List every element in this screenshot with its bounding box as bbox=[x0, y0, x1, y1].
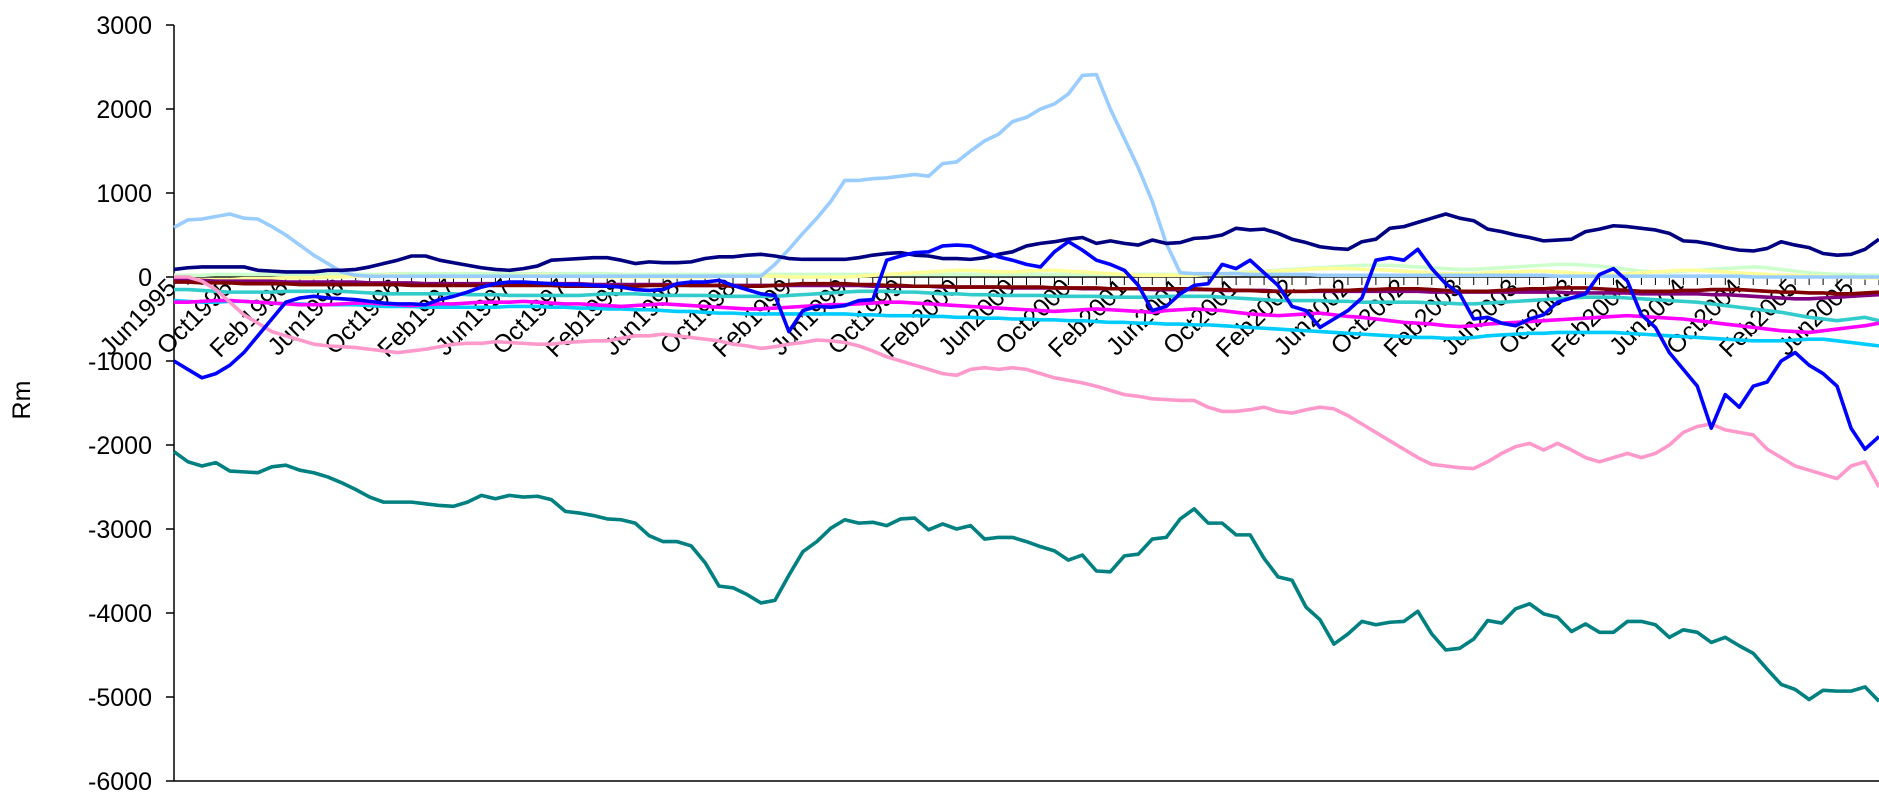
y-tick-label: 0 bbox=[138, 264, 152, 292]
series-line bbox=[173, 239, 1879, 451]
y-tick-label: 3000 bbox=[96, 12, 152, 40]
series-line bbox=[174, 275, 1879, 488]
y-tick-label: 1000 bbox=[96, 180, 152, 208]
y-tick-label: -5000 bbox=[88, 684, 152, 712]
series-line bbox=[173, 72, 1879, 279]
y-tick-label: -1000 bbox=[88, 348, 152, 376]
series-line bbox=[172, 450, 1879, 703]
y-tick-label: 2000 bbox=[96, 96, 152, 124]
series-line bbox=[174, 280, 1879, 296]
series-line bbox=[174, 262, 1879, 278]
series-line bbox=[174, 298, 1879, 335]
y-tick-label: -2000 bbox=[88, 432, 152, 460]
y-tick-label: -3000 bbox=[88, 516, 152, 544]
y-tick-label: -6000 bbox=[88, 768, 152, 792]
y-tick-label: -4000 bbox=[88, 600, 152, 628]
y-axis-label: Rm bbox=[8, 381, 36, 420]
series-line bbox=[173, 298, 1879, 348]
series-line bbox=[173, 212, 1879, 274]
